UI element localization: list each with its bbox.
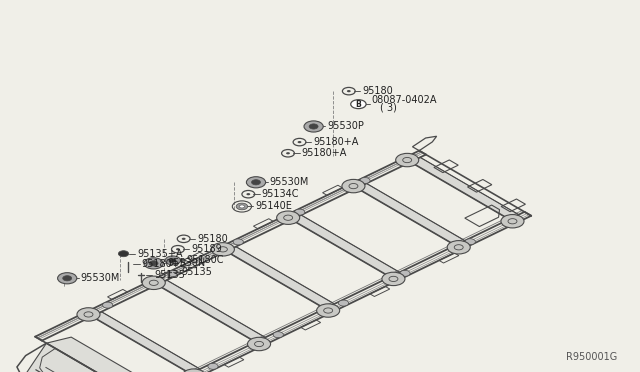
Circle shape xyxy=(342,179,365,193)
Circle shape xyxy=(118,251,129,257)
Circle shape xyxy=(233,239,243,245)
Circle shape xyxy=(58,273,77,284)
Circle shape xyxy=(273,332,284,338)
Circle shape xyxy=(304,121,323,132)
Circle shape xyxy=(447,241,470,254)
Circle shape xyxy=(182,238,186,240)
Text: 95180: 95180 xyxy=(362,86,393,96)
Polygon shape xyxy=(227,247,334,309)
Text: 95134C: 95134C xyxy=(262,189,300,199)
Circle shape xyxy=(165,256,180,265)
Text: R950001G: R950001G xyxy=(566,352,618,362)
Text: 95140E: 95140E xyxy=(255,202,292,211)
Polygon shape xyxy=(23,337,150,372)
Circle shape xyxy=(211,243,234,256)
Polygon shape xyxy=(157,280,265,342)
Polygon shape xyxy=(357,183,465,246)
Circle shape xyxy=(276,211,300,224)
Circle shape xyxy=(309,124,318,129)
Circle shape xyxy=(236,203,248,210)
Text: 95180+B: 95180+B xyxy=(141,259,187,269)
Circle shape xyxy=(144,258,163,269)
Circle shape xyxy=(396,153,419,167)
Text: 95530N: 95530N xyxy=(167,259,205,268)
Circle shape xyxy=(246,177,266,188)
Text: 95180C: 95180C xyxy=(186,256,224,265)
Text: 95180: 95180 xyxy=(197,234,228,244)
Circle shape xyxy=(142,276,165,289)
Circle shape xyxy=(170,259,176,262)
Text: 95189: 95189 xyxy=(191,244,222,254)
Text: B: B xyxy=(356,100,361,109)
Circle shape xyxy=(239,205,244,208)
Circle shape xyxy=(252,180,260,185)
Circle shape xyxy=(77,308,100,321)
Circle shape xyxy=(298,141,301,143)
Circle shape xyxy=(63,276,72,281)
Circle shape xyxy=(149,261,158,266)
Text: 08087-0402A: 08087-0402A xyxy=(372,95,437,105)
Circle shape xyxy=(465,239,476,245)
Circle shape xyxy=(246,193,250,195)
Circle shape xyxy=(248,337,271,351)
Circle shape xyxy=(294,209,305,215)
Circle shape xyxy=(102,302,113,308)
Circle shape xyxy=(168,270,178,276)
Text: 95135: 95135 xyxy=(154,270,185,280)
Circle shape xyxy=(176,248,180,250)
Text: 95530P: 95530P xyxy=(327,122,364,131)
Circle shape xyxy=(382,272,405,286)
Polygon shape xyxy=(411,157,519,219)
Text: 95530M: 95530M xyxy=(269,177,309,187)
Text: 95180+A: 95180+A xyxy=(313,137,358,147)
Circle shape xyxy=(182,369,205,372)
Circle shape xyxy=(286,152,290,154)
Text: 95530M: 95530M xyxy=(81,273,120,283)
Circle shape xyxy=(339,300,349,306)
Circle shape xyxy=(208,363,218,369)
Text: 95135+A: 95135+A xyxy=(137,249,182,259)
Circle shape xyxy=(351,100,366,109)
Circle shape xyxy=(317,304,340,317)
Circle shape xyxy=(347,90,351,92)
Circle shape xyxy=(501,215,524,228)
Polygon shape xyxy=(292,215,400,277)
Text: ( 3): ( 3) xyxy=(380,103,396,113)
Circle shape xyxy=(400,270,410,276)
Text: 95180+A: 95180+A xyxy=(301,148,347,158)
Circle shape xyxy=(360,177,370,183)
Polygon shape xyxy=(92,312,200,372)
Text: 95135: 95135 xyxy=(181,267,212,277)
